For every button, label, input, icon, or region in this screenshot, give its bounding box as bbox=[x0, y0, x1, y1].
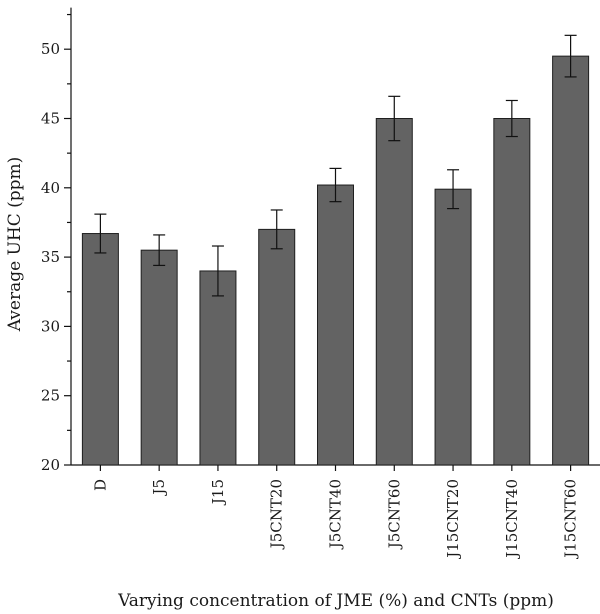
plot-area: 20 25 30 35 40 45 50 D J5 J15 J5CNT20 J5CNT40 J5CNT6… bbox=[41, 7, 600, 560]
y-tick-label: 30 bbox=[41, 317, 60, 335]
bar-J5CNT20 bbox=[258, 228, 296, 466]
x-tick-label: J5CNT40 bbox=[327, 479, 345, 550]
y-tick-label: 35 bbox=[41, 248, 60, 266]
x-tick-label: D bbox=[91, 479, 109, 491]
x-tick-label: J15 bbox=[209, 479, 227, 506]
bar-J15CNT40 bbox=[493, 118, 531, 466]
bar-J5CNT40 bbox=[317, 184, 354, 466]
bar-J15CNT20 bbox=[434, 188, 472, 466]
y-tick-label: 45 bbox=[41, 110, 60, 128]
x-tick-label: J5 bbox=[150, 479, 168, 497]
bar-J15CNT60 bbox=[552, 55, 590, 466]
bar-J5CNT60 bbox=[375, 118, 413, 466]
bar-D bbox=[81, 233, 119, 466]
y-tick-label: 25 bbox=[41, 387, 60, 405]
x-axis-label: Varying concentration of JME (%) and CNT… bbox=[117, 591, 554, 611]
y-tick-label: 50 bbox=[41, 40, 60, 58]
x-tick-label: J15CNT40 bbox=[503, 479, 521, 560]
x-tick-label: J15CNT60 bbox=[562, 479, 580, 560]
x-tick-label: J15CNT20 bbox=[444, 479, 462, 560]
y-tick-label: 40 bbox=[41, 179, 60, 197]
y-tick-label: 20 bbox=[41, 456, 60, 474]
bar-J5 bbox=[140, 249, 178, 466]
bar-J15 bbox=[199, 270, 237, 466]
x-tick-label: J5CNT60 bbox=[385, 479, 403, 550]
y-axis-label: Average UHC (ppm) bbox=[5, 157, 25, 333]
x-tick-label: J5CNT20 bbox=[268, 479, 286, 550]
